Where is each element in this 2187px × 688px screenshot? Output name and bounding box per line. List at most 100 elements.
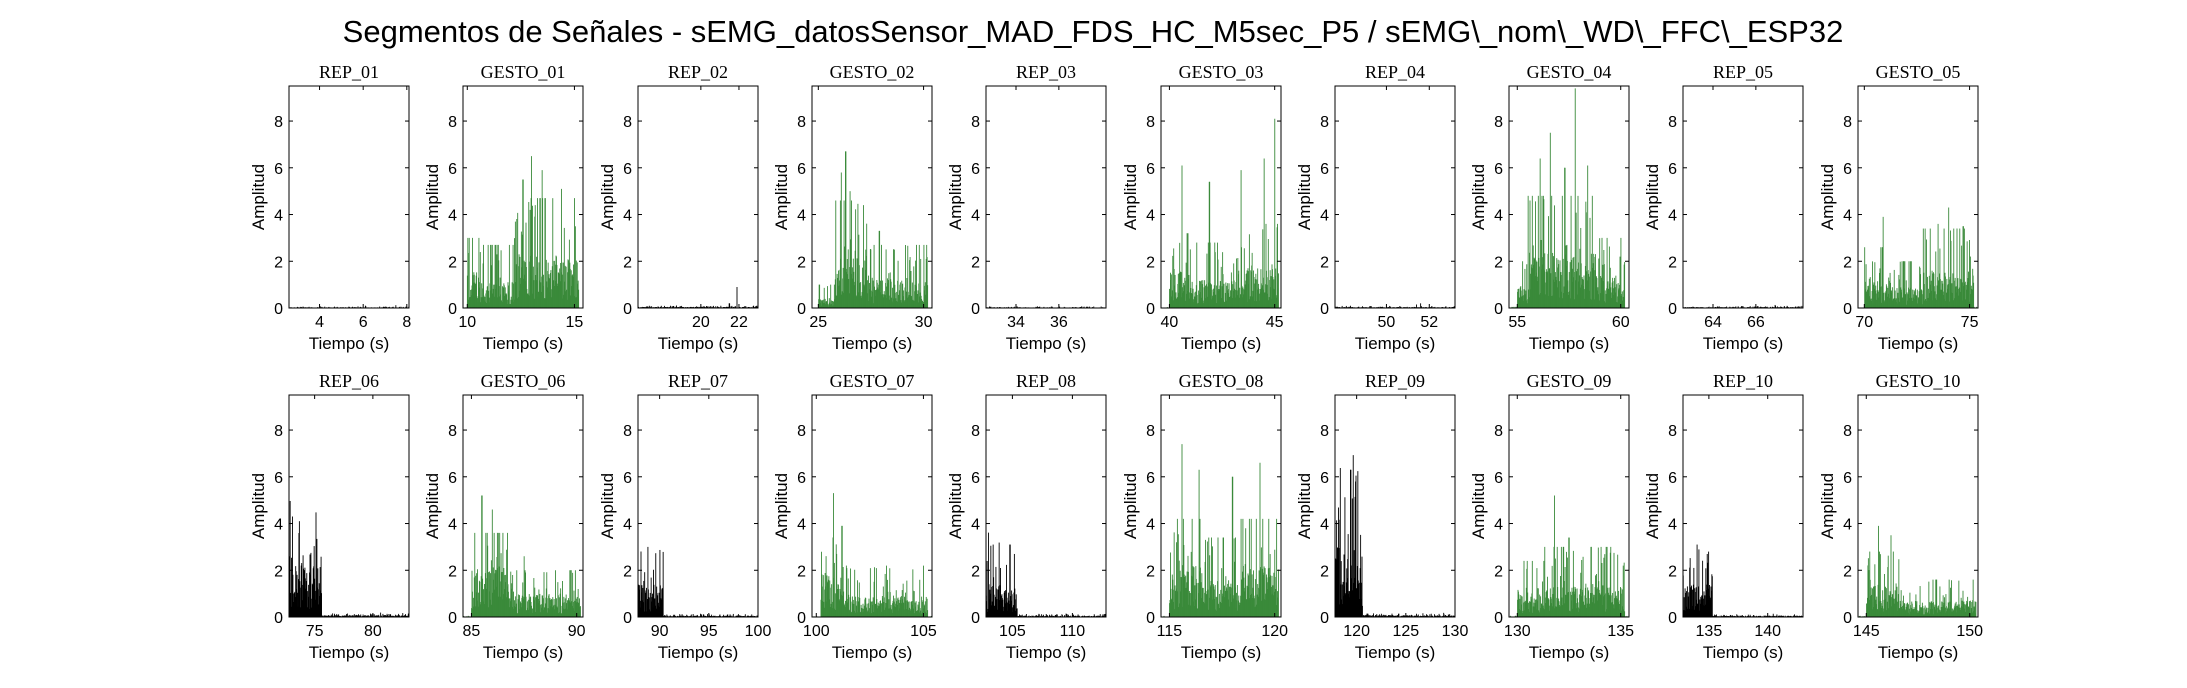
y-tick-label: 4 [448, 208, 457, 225]
y-tick-label: 2 [797, 254, 806, 271]
y-tick-label: 0 [1668, 301, 1677, 318]
axes-frame [637, 394, 759, 618]
y-tick-label: 0 [797, 301, 806, 318]
signal-trace [985, 532, 1107, 617]
y-tick-label: 6 [448, 161, 457, 178]
y-tick-label: 6 [448, 470, 457, 487]
y-tick-label: 2 [1668, 254, 1677, 271]
axes-frame [985, 85, 1107, 309]
subplot-rep-01: REP_01 0 2 4 6 8 4 6 8 Tiempo (s) Amplitud [249, 62, 411, 353]
y-tick-label: 2 [1843, 254, 1852, 271]
x-tick-label: 66 [1747, 314, 1765, 331]
y-axis-label: Amplitud [1121, 473, 1140, 539]
axes-frame [1334, 85, 1456, 309]
y-tick-label: 6 [623, 470, 632, 487]
x-axis-label: Tiempo (s) [658, 643, 739, 662]
subplot-rep-06: REP_06 0 2 4 6 8 75 80 Tiempo (s) Amplitud [249, 371, 410, 662]
x-tick-label: 75 [1961, 314, 1979, 331]
axes-frame [1334, 394, 1456, 618]
y-axis-label: Amplitud [946, 164, 965, 230]
y-tick-label: 8 [1494, 114, 1503, 131]
subplot-rep-08: REP_08 0 2 4 6 8 105 110 Tiempo (s) Amplitud [946, 371, 1107, 662]
axes-frame [985, 394, 1107, 618]
subplot-title: REP_04 [1365, 62, 1425, 82]
subplot-gesto-08: GESTO_08 0 2 4 6 8 115 120 Tiempo (s) Amplitud [1121, 371, 1288, 662]
y-tick-label: 8 [971, 423, 980, 440]
x-tick-label: 120 [1343, 623, 1370, 640]
subplot-title: GESTO_09 [1527, 371, 1612, 391]
y-axis-label: Amplitud [249, 164, 268, 230]
y-axis-label: Amplitud [598, 473, 617, 539]
y-axis-label: Amplitud [1121, 164, 1140, 230]
y-tick-label: 8 [797, 114, 806, 131]
subplot-title: REP_07 [668, 371, 728, 391]
y-tick-label: 8 [448, 423, 457, 440]
subplot-title: REP_05 [1713, 62, 1773, 82]
y-tick-label: 8 [1320, 114, 1329, 131]
y-tick-label: 8 [623, 114, 632, 131]
y-tick-label: 2 [448, 563, 457, 580]
y-tick-label: 0 [971, 610, 980, 627]
y-tick-label: 8 [1146, 423, 1155, 440]
y-tick-label: 4 [797, 517, 806, 534]
y-axis-label: Amplitud [1295, 473, 1314, 539]
y-tick-label: 8 [274, 423, 283, 440]
y-tick-label: 4 [1146, 208, 1155, 225]
x-tick-label: 4 [315, 314, 324, 331]
y-tick-label: 8 [1668, 114, 1677, 131]
axes-frame [288, 85, 410, 309]
x-tick-label: 75 [306, 623, 324, 640]
y-tick-label: 6 [1320, 470, 1329, 487]
subplot-title: GESTO_02 [830, 62, 915, 82]
y-axis-label: Amplitud [1469, 164, 1488, 230]
x-tick-label: 22 [730, 314, 748, 331]
y-tick-label: 4 [274, 517, 283, 534]
y-tick-label: 0 [1146, 610, 1155, 627]
y-tick-label: 6 [1320, 161, 1329, 178]
x-axis-label: Tiempo (s) [1355, 334, 1436, 353]
x-tick-label: 25 [809, 314, 827, 331]
y-axis-label: Amplitud [946, 473, 965, 539]
x-axis-label: Tiempo (s) [483, 334, 564, 353]
signal-trace [637, 546, 759, 617]
x-tick-label: 110 [1060, 623, 1086, 640]
y-axis-label: Amplitud [423, 473, 442, 539]
y-tick-label: 8 [1843, 114, 1852, 131]
y-tick-label: 8 [971, 114, 980, 131]
x-axis-label: Tiempo (s) [1529, 334, 1610, 353]
x-tick-label: 15 [566, 314, 584, 331]
signal-trace [1160, 118, 1282, 308]
subplot-rep-09: REP_09 0 2 4 6 8 120 125 130 Tiempo (s) Amplitud [1295, 371, 1468, 662]
y-tick-label: 6 [274, 161, 283, 178]
x-axis-label: Tiempo (s) [1355, 643, 1436, 662]
axes-frame [1508, 85, 1630, 309]
y-tick-label: 2 [623, 254, 632, 271]
x-tick-label: 105 [910, 623, 937, 640]
axes-frame [1160, 394, 1282, 618]
signal-trace [1334, 303, 1456, 308]
y-tick-label: 8 [448, 114, 457, 131]
axes-frame [462, 394, 584, 618]
y-tick-label: 8 [1320, 423, 1329, 440]
x-tick-label: 45 [1266, 314, 1284, 331]
x-axis-label: Tiempo (s) [832, 334, 913, 353]
y-tick-label: 0 [1494, 301, 1503, 318]
signal-trace [811, 151, 933, 308]
x-tick-label: 125 [1392, 623, 1419, 640]
signal-trace [637, 286, 759, 308]
x-tick-label: 60 [1612, 314, 1630, 331]
y-axis-label: Amplitud [1295, 164, 1314, 230]
y-tick-label: 4 [1494, 208, 1503, 225]
x-tick-label: 6 [359, 314, 368, 331]
x-tick-label: 34 [1007, 314, 1025, 331]
x-tick-label: 115 [1157, 623, 1183, 640]
x-tick-label: 95 [700, 623, 718, 640]
y-tick-label: 0 [797, 610, 806, 627]
x-tick-label: 20 [692, 314, 710, 331]
signal-trace [288, 500, 410, 617]
y-axis-label: Amplitud [598, 164, 617, 230]
